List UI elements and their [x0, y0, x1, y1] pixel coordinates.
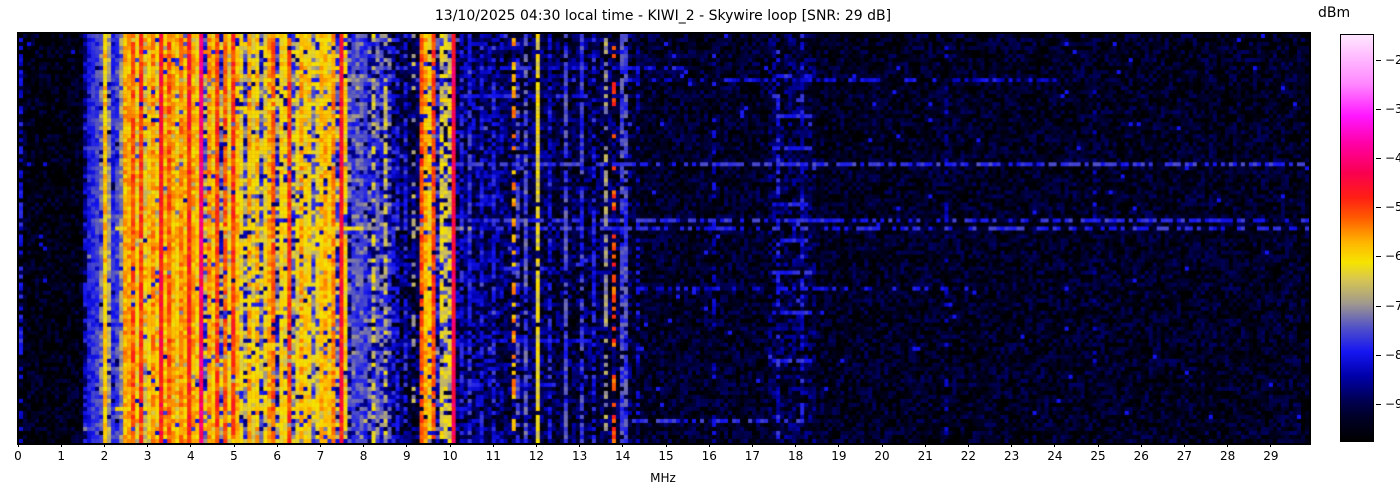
x-tick [1140, 443, 1142, 447]
x-tick [190, 443, 192, 447]
x-tick-label: 4 [186, 449, 195, 463]
waterfall-canvas [19, 34, 1309, 443]
colorbar-tick-label: −50 [1385, 200, 1400, 215]
x-tick-label: 13 [571, 449, 588, 463]
x-tick [1183, 443, 1185, 447]
x-tick [319, 443, 321, 447]
x-tick-label: 16 [701, 449, 717, 463]
x-tick-label: 1 [57, 449, 66, 463]
x-tick [103, 443, 105, 447]
colorbar-tick-label: −30 [1385, 101, 1400, 116]
x-tick [449, 443, 451, 447]
x-tick-label: 28 [1220, 449, 1236, 463]
x-tick-label: 12 [528, 449, 545, 463]
colorbar-tick [1376, 404, 1381, 406]
x-tick [363, 443, 365, 447]
x-tick-label: 20 [874, 449, 890, 463]
x-tick [1270, 443, 1272, 447]
x-tick-label: 19 [831, 449, 847, 463]
x-tick [708, 443, 710, 447]
x-tick-label: 14 [615, 449, 631, 463]
x-tick [233, 443, 235, 447]
x-tick [17, 443, 19, 447]
x-tick [276, 443, 278, 447]
x-tick-label: 3 [143, 449, 152, 463]
x-tick-label: 7 [316, 449, 325, 463]
x-tick-label: 25 [1090, 449, 1106, 463]
x-tick [967, 443, 969, 447]
x-tick [1054, 443, 1056, 447]
x-tick [147, 443, 149, 447]
x-tick-label: 6 [273, 449, 282, 463]
x-tick-label: 18 [787, 449, 804, 463]
x-tick [579, 443, 581, 447]
x-tick [492, 443, 494, 447]
colorbar [1340, 34, 1374, 442]
chart-title: 13/10/2025 04:30 local time - KIWI_2 - S… [434, 8, 892, 24]
x-tick [795, 443, 797, 447]
x-axis-label: MHz [650, 471, 676, 485]
x-tick-label: 26 [1133, 449, 1149, 463]
colorbar-tick-label: −90 [1385, 397, 1400, 412]
x-tick [751, 443, 753, 447]
x-tick-label: 23 [1003, 449, 1020, 463]
x-tick [622, 443, 624, 447]
x-tick-label: 24 [1047, 449, 1063, 463]
x-tick-label: 22 [960, 449, 977, 463]
colorbar-unit-label: dBm [1318, 5, 1351, 21]
colorbar-tick [1376, 305, 1381, 307]
x-tick-label: 8 [359, 449, 368, 463]
x-tick [60, 443, 62, 447]
x-tick-label: 10 [442, 449, 458, 463]
colorbar-tick [1376, 158, 1381, 160]
colorbar-tick [1376, 59, 1381, 61]
x-tick-label: 2 [100, 449, 109, 463]
colorbar-tick [1376, 207, 1381, 209]
colorbar-tick [1376, 256, 1381, 258]
x-tick-label: 11 [485, 449, 501, 463]
x-tick [838, 443, 840, 447]
colorbar-tick-label: −40 [1385, 151, 1400, 166]
x-tick [1011, 443, 1013, 447]
x-tick [406, 443, 408, 447]
x-tick [924, 443, 926, 447]
x-tick [535, 443, 537, 447]
x-tick-label: 17 [744, 449, 761, 463]
x-tick-label: 27 [1176, 449, 1193, 463]
x-tick [665, 443, 667, 447]
x-tick [1227, 443, 1229, 447]
x-tick-label: 5 [230, 449, 238, 463]
x-tick-label: 29 [1263, 449, 1279, 463]
x-tick-label: 9 [402, 449, 411, 463]
x-tick [881, 443, 883, 447]
colorbar-tick-label: −60 [1385, 249, 1400, 264]
waterfall-plot-area [17, 32, 1311, 445]
x-tick [1097, 443, 1099, 447]
x-tick-label: 21 [917, 449, 933, 463]
x-tick-label: 0 [14, 449, 22, 463]
colorbar-tick [1376, 108, 1381, 110]
colorbar-tick-label: −70 [1385, 298, 1400, 313]
colorbar-tick-label: −80 [1385, 347, 1400, 362]
colorbar-tick-label: −20 [1385, 52, 1400, 67]
x-tick-label: 15 [658, 449, 674, 463]
colorbar-tick [1376, 354, 1381, 356]
